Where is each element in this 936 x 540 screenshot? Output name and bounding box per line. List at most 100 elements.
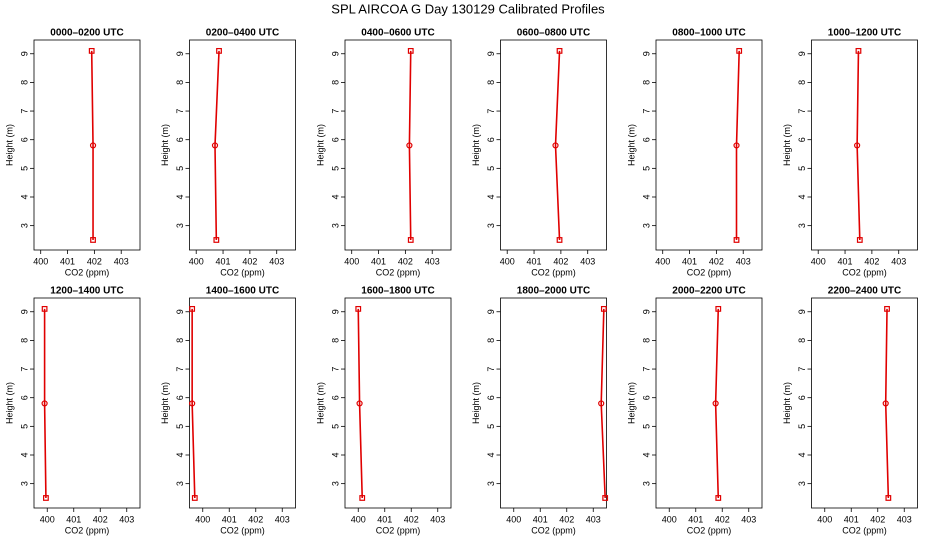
plot-frame xyxy=(344,297,452,509)
y-axis-title: Height (m) xyxy=(471,382,481,424)
y-tick-label: 3 xyxy=(641,481,651,486)
x-tick-label: 402 xyxy=(559,514,574,524)
x-tick-label: 402 xyxy=(715,514,730,524)
x-tick-label: 403 xyxy=(741,514,756,524)
profile-line xyxy=(43,308,47,498)
y-tick-label: 8 xyxy=(486,80,496,85)
x-tick-label: 402 xyxy=(398,256,413,266)
y-tick-label: 7 xyxy=(175,109,185,114)
y-axis-title: Height (m) xyxy=(160,124,170,166)
y-tick-label: 4 xyxy=(175,452,185,457)
x-tick-label: 403 xyxy=(736,256,751,266)
y-axis-title: Height (m) xyxy=(160,382,170,424)
x-tick-label: 403 xyxy=(430,514,445,524)
y-tick-label: 8 xyxy=(175,338,185,343)
x-tick-label: 403 xyxy=(891,256,906,266)
point xyxy=(733,237,740,243)
y-tick-label: 9 xyxy=(641,309,651,314)
y-tick-label: 5 xyxy=(797,424,807,429)
y-tick-label: 9 xyxy=(330,309,340,314)
point xyxy=(552,142,559,149)
x-tick-label: 401 xyxy=(688,514,703,524)
y-tick-label: 8 xyxy=(175,80,185,85)
y-axis-title: Height (m) xyxy=(626,124,636,166)
x-tick-label: 401 xyxy=(216,256,231,266)
y-tick-label: 3 xyxy=(797,223,807,228)
panel-title: 2200–2400 UTC xyxy=(828,286,901,297)
plot-frame xyxy=(500,297,607,509)
panel-title: 0000–0200 UTC xyxy=(50,28,123,39)
y-axis-title: Height (m) xyxy=(471,124,481,166)
y-tick-label: 6 xyxy=(641,395,651,400)
point xyxy=(715,305,722,312)
y-tick-label: 3 xyxy=(175,223,185,228)
y-tick-label: 8 xyxy=(797,80,807,85)
profile-line xyxy=(884,308,890,498)
plot-frame xyxy=(811,39,918,251)
x-tick-label: 403 xyxy=(580,256,595,266)
y-tick-label: 9 xyxy=(797,51,807,56)
x-tick-label: 401 xyxy=(222,514,237,524)
x-tick-label: 401 xyxy=(682,256,697,266)
y-tick-label: 8 xyxy=(330,80,340,85)
y-axis-title: Height (m) xyxy=(782,124,792,166)
plot-frame xyxy=(33,297,141,509)
y-tick-label: 5 xyxy=(641,166,651,171)
y-tick-label: 5 xyxy=(330,424,340,429)
y-tick-label: 6 xyxy=(486,395,496,400)
y-tick-label: 3 xyxy=(486,481,496,486)
y-tick-label: 7 xyxy=(19,109,29,114)
y-tick-label: 8 xyxy=(19,338,29,343)
profile-line xyxy=(90,50,94,240)
y-tick-label: 7 xyxy=(486,367,496,372)
x-tick-label: 403 xyxy=(425,256,440,266)
panel-title: 2000–2200 UTC xyxy=(672,286,745,297)
point xyxy=(736,47,743,54)
x-axis-title: CO2 (ppm) xyxy=(376,525,421,535)
profile-line xyxy=(408,50,412,240)
x-axis-title: CO2 (ppm) xyxy=(531,267,576,277)
y-tick-label: 8 xyxy=(797,338,807,343)
point xyxy=(189,400,196,407)
panel-title: 0200–0400 UTC xyxy=(206,28,279,39)
x-tick-label: 402 xyxy=(553,256,568,266)
point xyxy=(355,305,362,312)
panel-title: 1000–1200 UTC xyxy=(828,28,901,39)
x-tick-label: 403 xyxy=(114,256,129,266)
x-tick-label: 403 xyxy=(275,514,290,524)
x-tick-label: 400 xyxy=(662,514,677,524)
profile-line xyxy=(554,50,561,241)
y-tick-label: 9 xyxy=(175,309,185,314)
x-tick-label: 400 xyxy=(655,256,670,266)
x-tick-label: 401 xyxy=(838,256,853,266)
y-tick-label: 5 xyxy=(175,424,185,429)
point xyxy=(407,47,414,54)
point xyxy=(89,142,97,149)
y-tick-label: 4 xyxy=(486,452,496,457)
y-axis-title: Height (m) xyxy=(782,382,792,424)
y-tick-label: 7 xyxy=(330,367,340,372)
point xyxy=(211,142,219,149)
y-tick-label: 4 xyxy=(19,194,29,199)
point xyxy=(715,495,722,501)
y-tick-label: 6 xyxy=(797,137,807,142)
y-tick-label: 3 xyxy=(19,223,29,228)
x-tick-label: 401 xyxy=(60,256,75,266)
y-tick-label: 6 xyxy=(19,137,29,142)
y-tick-label: 9 xyxy=(175,51,185,56)
plot-frame xyxy=(189,39,296,251)
point xyxy=(407,237,414,243)
x-tick-label: 400 xyxy=(195,514,210,524)
y-tick-label: 6 xyxy=(330,395,340,400)
point xyxy=(41,305,48,312)
x-axis-title: CO2 (ppm) xyxy=(220,267,265,277)
y-tick-label: 4 xyxy=(641,452,651,457)
point xyxy=(885,495,892,501)
plot-frame xyxy=(811,297,918,509)
y-tick-label: 4 xyxy=(797,194,807,199)
profile-line xyxy=(357,308,364,498)
y-tick-label: 7 xyxy=(19,367,29,372)
profile-line xyxy=(191,308,196,498)
plot-frame xyxy=(655,39,763,251)
